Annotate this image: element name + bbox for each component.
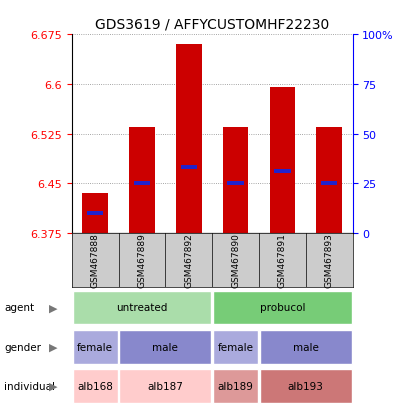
- Bar: [213, 370, 257, 403]
- Bar: [129, 128, 155, 233]
- Bar: [259, 330, 351, 364]
- Bar: [119, 370, 211, 403]
- Text: individual: individual: [4, 381, 55, 391]
- Bar: [316, 128, 341, 233]
- Bar: [320, 182, 337, 186]
- Bar: [175, 45, 201, 233]
- Bar: [227, 182, 243, 186]
- Text: female: female: [217, 342, 253, 352]
- Text: GSM467889: GSM467889: [137, 233, 146, 287]
- Title: GDS3619 / AFFYCUSTOMHF22230: GDS3619 / AFFYCUSTOMHF22230: [95, 17, 328, 31]
- Text: alb189: alb189: [217, 381, 253, 391]
- Text: GSM467893: GSM467893: [324, 233, 333, 287]
- Bar: [133, 182, 150, 186]
- Text: gender: gender: [4, 342, 41, 352]
- Text: GSM467890: GSM467890: [231, 233, 240, 287]
- Bar: [72, 370, 117, 403]
- Text: ▶: ▶: [49, 342, 57, 352]
- Text: ▶: ▶: [49, 303, 57, 313]
- Text: GSM467891: GSM467891: [277, 233, 286, 287]
- Bar: [274, 170, 290, 174]
- Text: alb187: alb187: [147, 381, 183, 391]
- Text: male: male: [292, 342, 318, 352]
- Text: male: male: [152, 342, 178, 352]
- Bar: [213, 330, 257, 364]
- Text: untreated: untreated: [116, 303, 167, 313]
- Bar: [259, 370, 351, 403]
- Bar: [180, 165, 196, 169]
- Bar: [119, 330, 211, 364]
- Text: alb168: alb168: [77, 381, 113, 391]
- Text: alb193: alb193: [287, 381, 323, 391]
- Bar: [87, 211, 103, 216]
- Bar: [222, 128, 248, 233]
- Text: ▶: ▶: [49, 381, 57, 391]
- Bar: [269, 88, 294, 233]
- Text: GSM467892: GSM467892: [184, 233, 193, 287]
- Bar: [72, 330, 117, 364]
- Bar: [213, 291, 351, 325]
- Text: agent: agent: [4, 303, 34, 313]
- Bar: [72, 291, 211, 325]
- Text: probucol: probucol: [259, 303, 304, 313]
- Bar: [82, 194, 108, 233]
- Text: GSM467888: GSM467888: [90, 233, 99, 287]
- Text: female: female: [77, 342, 113, 352]
